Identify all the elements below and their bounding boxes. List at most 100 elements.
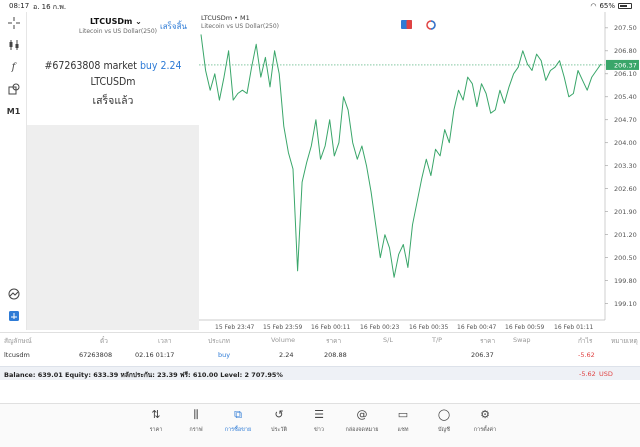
nav-label: ประวัติ [270, 427, 288, 433]
total-profit: -5.62 [579, 370, 596, 378]
nav-item[interactable]: ◯ บัญชี [424, 408, 464, 434]
status-indicators: ◠ 65% [590, 2, 632, 10]
depth-of-market-icon[interactable] [426, 20, 437, 30]
y-tick-label: 199.80 [614, 277, 637, 285]
column-header: ประเภท [208, 337, 230, 345]
y-tick-label: 199.10 [614, 300, 637, 308]
battery-icon [618, 3, 632, 9]
nav-item[interactable]: ▭ แชท [383, 408, 423, 434]
battery-level [620, 5, 627, 7]
news-icon: ☰ [314, 408, 324, 421]
battery-percent: 65% [599, 2, 615, 10]
cell-price: 206.37 [471, 351, 494, 359]
cell-time: 02.16 01:17 [135, 351, 175, 359]
y-tick-label: 201.20 [614, 231, 637, 239]
symbol-selector[interactable]: LTCUSDm ⌄ [90, 17, 142, 26]
nav-label: การตั้งค่า [473, 427, 497, 433]
trade-chart-icon: ⧉ [234, 408, 242, 421]
confirm-status: เสร็จแล้ว [92, 95, 134, 107]
current-price-label: 206.37 [614, 61, 637, 69]
cell-open-price: 208.88 [324, 351, 347, 359]
price-chart[interactable]: LTCUSDm • M1 Litecoin vs US Dollar(250) … [199, 12, 640, 330]
column-header: หมายเหตุ [611, 337, 638, 345]
y-tick-label: 206.10 [614, 70, 637, 78]
balance-row: Balance: 639.01 Equity: 633.39 หลักประกั… [0, 366, 640, 380]
status-date: อ. 16 ก.พ. [33, 3, 67, 11]
trade-table-header: สัญลักษณ์ ตั๋ว เวลา ประเภท Volume ราคา S/L T/P ร… [0, 332, 640, 346]
nav-label: กราฟ [189, 427, 203, 433]
history-icon: ↺ [274, 408, 284, 421]
chevron-down-icon: ⌄ [135, 17, 142, 26]
account-icon: ◯ [437, 408, 451, 421]
current-price-tag [606, 59, 639, 70]
left-toolbar: f M1 [0, 12, 27, 330]
nav-label: การซื้อขาย [224, 427, 252, 433]
confirm-symbol: LTCUSDm [90, 76, 136, 88]
price-series-line [200, 34, 602, 278]
nav-item[interactable]: ⧉ การซื้อขาย [218, 408, 258, 434]
x-tick-label: 16 Feb 01:11 [554, 324, 594, 330]
confirm-action: buy 2.24 [139, 60, 182, 72]
gear-icon: ⚙ [480, 408, 490, 421]
function-icon[interactable]: f [11, 61, 16, 73]
x-tick-label: 16 Feb 00:11 [311, 324, 351, 330]
chart-subtitle: Litecoin vs US Dollar(250) [201, 23, 279, 30]
column-header: กำไร [578, 337, 593, 345]
cell-ticket: 67263808 [79, 351, 113, 359]
status-bar: 08:17 อ. 16 ก.พ. ◠ 65% [0, 0, 640, 12]
balance-summary: Balance: 639.01 Equity: 633.39 หลักประกั… [4, 371, 283, 379]
y-tick-label: 206.80 [614, 47, 637, 55]
y-tick-label: 204.70 [614, 116, 637, 124]
y-tick-label: 207.50 [614, 24, 637, 32]
objects-icon[interactable] [5, 82, 22, 96]
mail-at-icon: @ [356, 408, 368, 421]
order-panel: LTCUSDm ⌄ Litecoin vs US Dollar(250) เสร… [27, 12, 199, 330]
y-tick-label: 202.60 [614, 185, 637, 193]
wifi-icon: ◠ [590, 2, 597, 10]
nav-label: ราคา [149, 427, 163, 433]
column-header: ตั๋ว [100, 337, 108, 345]
nav-item[interactable]: ⫼ กราฟ [176, 408, 216, 434]
order-confirmation: LTCUSDm ⌄ Litecoin vs US Dollar(250) เสร… [27, 12, 199, 125]
column-header: สัญลักษณ์ [4, 337, 32, 345]
nav-label: ข่าว [314, 427, 324, 433]
symbol-description: Litecoin vs US Dollar(250) [79, 28, 157, 35]
x-tick-label: 16 Feb 00:35 [409, 324, 449, 330]
chart-settings-icon[interactable] [5, 287, 22, 301]
indicators-icon[interactable] [5, 38, 22, 52]
nav-label: แชท [397, 427, 409, 433]
nav-item[interactable]: @ กล่องจดหมาย [342, 408, 382, 434]
column-header: S/L [383, 336, 393, 344]
column-header: เวลา [158, 337, 172, 345]
column-header: T/P [432, 336, 443, 344]
nav-item[interactable]: ☰ ข่าว [299, 408, 339, 434]
y-tick-label: 205.40 [614, 93, 637, 101]
status-time: 08:17 [9, 2, 30, 10]
chart-title: LTCUSDm • M1 [201, 14, 250, 22]
crosshair-icon[interactable] [5, 16, 22, 30]
currency-label: USD [599, 370, 613, 378]
y-tick-label: 200.50 [614, 254, 637, 262]
confirm-ticket: #67263808 market [44, 60, 137, 72]
done-button[interactable]: เสร็จสิ้น [160, 22, 187, 31]
cell-volume: 2.24 [279, 351, 294, 359]
y-tick-label: 203.30 [614, 162, 637, 170]
table-row[interactable]: ltcusdm 67263808 02.16 01:17 buy 2.24 20… [0, 348, 640, 362]
confirm-line: #67263808 market buy 2.24 [27, 60, 199, 72]
y-tick-label: 201.90 [614, 208, 637, 216]
one-click-trading-icon[interactable] [401, 20, 412, 29]
cell-profit: -5.62 [578, 351, 595, 359]
nav-label: บัญชี [438, 427, 450, 433]
cell-symbol: ltcusdm [4, 351, 30, 359]
timeframe-button[interactable]: M1 [6, 106, 21, 116]
nav-item[interactable]: ↺ ประวัติ [259, 408, 299, 434]
bottom-nav: ⇅ ราคา ⫼ กราฟ ⧉ การซื้อขาย ↺ ประวัติ ☰ ข่าว @ กล่อง… [0, 403, 640, 447]
new-order-icon[interactable] [5, 309, 22, 323]
x-tick-label: 16 Feb 00:23 [360, 324, 400, 330]
nav-item[interactable]: ⇅ ราคา [136, 408, 176, 434]
arrows-updown-icon: ⇅ [151, 408, 161, 421]
chart-canvas: 207.50 206.80 206.10 205.40 204.70 204.00 203.… [199, 12, 639, 330]
nav-item[interactable]: ⚙ การตั้งค่า [465, 408, 505, 434]
column-header: ราคา [326, 337, 342, 345]
candles-icon: ⫼ [193, 408, 199, 421]
